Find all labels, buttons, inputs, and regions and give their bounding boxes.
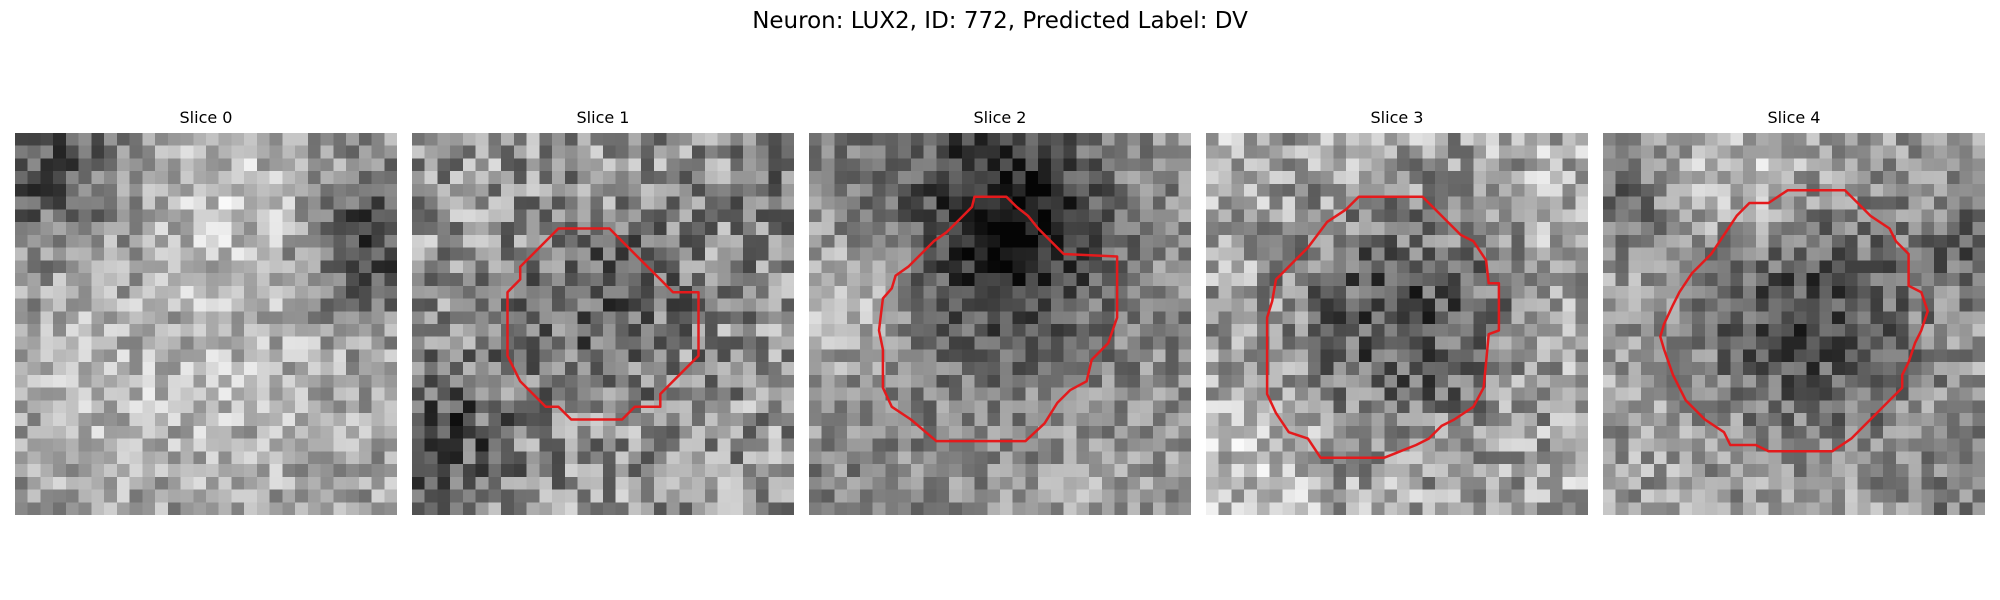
figure-title: Neuron: LUX2, ID: 772, Predicted Label: … <box>752 8 1248 34</box>
slice-pixel-grid <box>15 133 397 515</box>
roi-outline <box>1659 189 1929 453</box>
slice-image <box>1206 133 1588 515</box>
slice-pixel-grid <box>809 133 1191 515</box>
slice-title: Slice 0 <box>179 108 233 127</box>
slice-title: Slice 3 <box>1370 108 1424 127</box>
slice-title: Slice 1 <box>576 108 630 127</box>
slice-pixel-grid <box>1603 133 1985 515</box>
slice-title: Slice 4 <box>1767 108 1821 127</box>
slice-image <box>412 133 794 515</box>
slice-image <box>15 133 397 515</box>
roi-outline <box>1265 195 1501 459</box>
slice-image <box>809 133 1191 515</box>
slice-pixel-grid <box>1206 133 1588 515</box>
roi-outline <box>877 195 1119 443</box>
roi-outline <box>506 227 700 421</box>
slice-title: Slice 2 <box>973 108 1027 127</box>
slice-image <box>1603 133 1985 515</box>
slice-pixel-grid <box>412 133 794 515</box>
